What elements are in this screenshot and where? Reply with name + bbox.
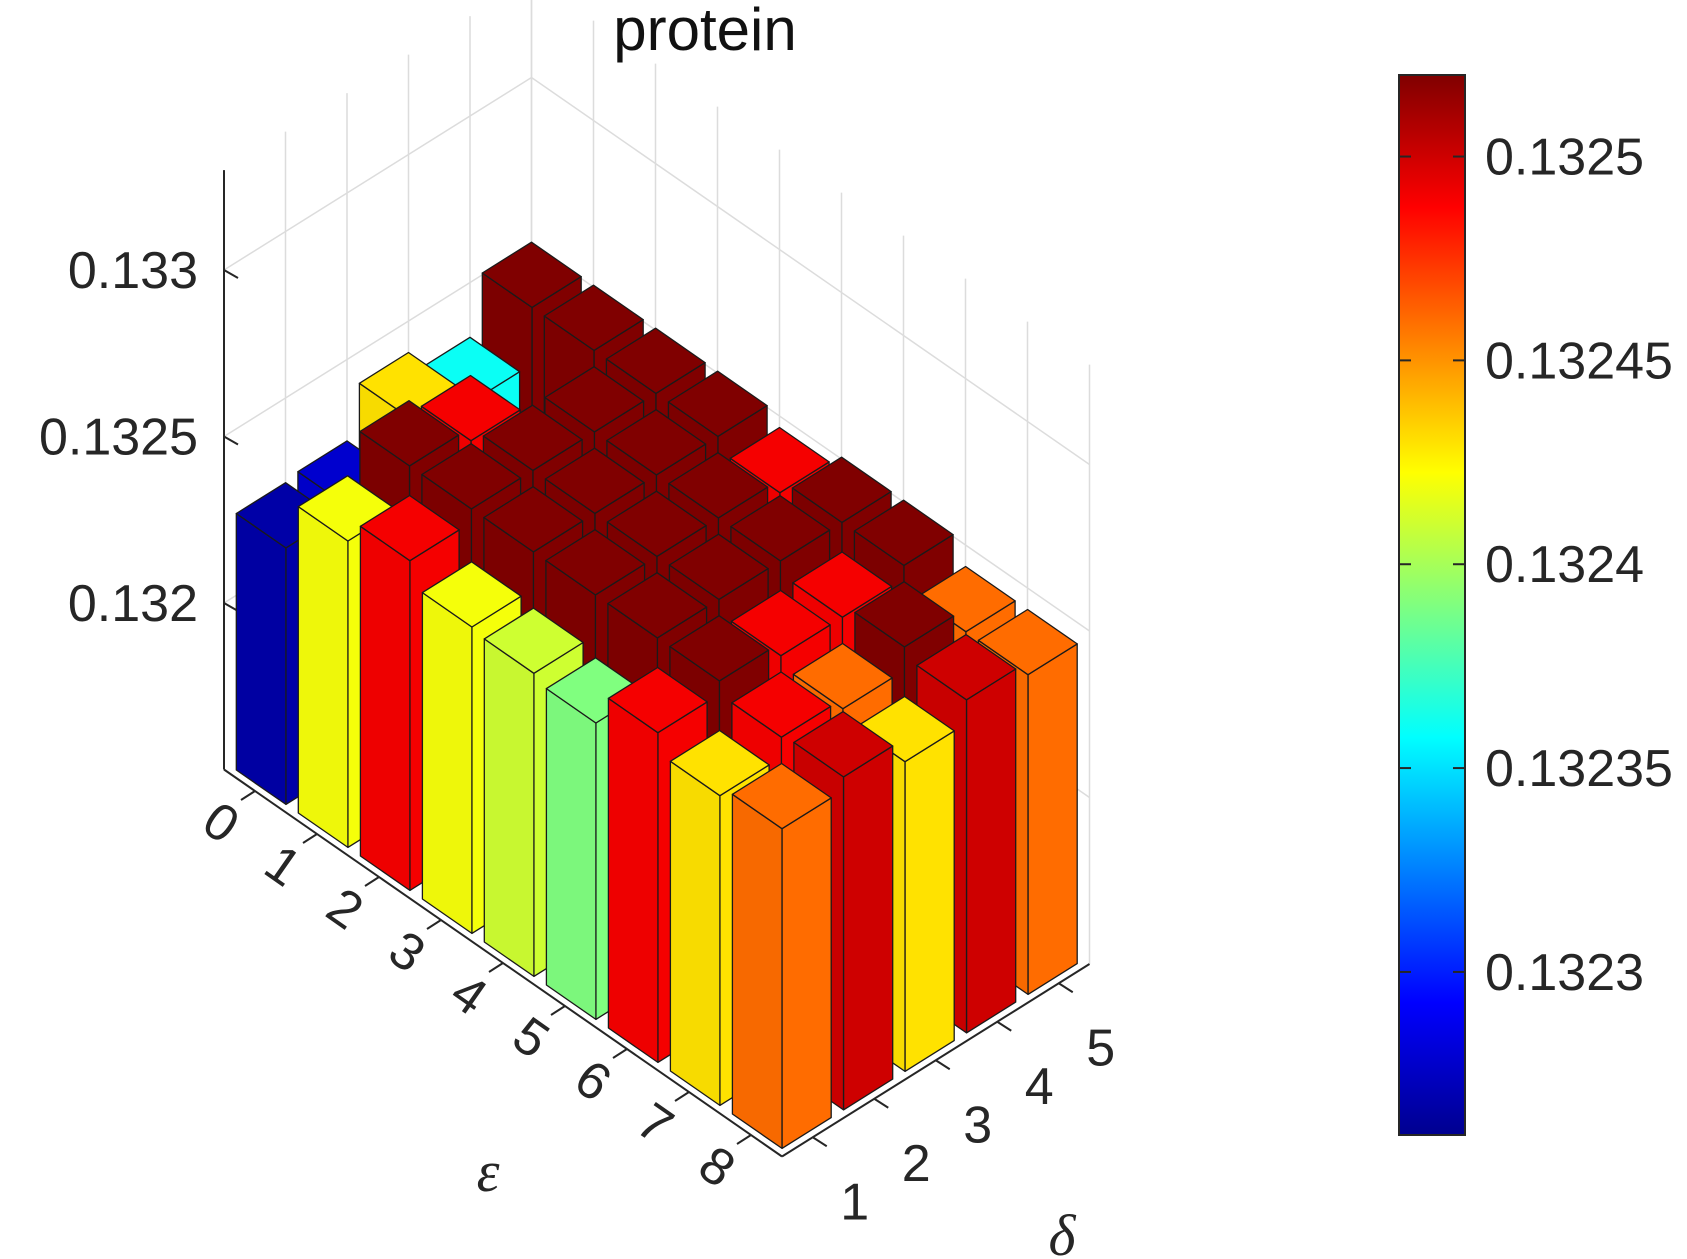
- bar-face-side: [731, 793, 783, 1150]
- x-tick-mark: [550, 1005, 566, 1016]
- colorbar-gradient: [1398, 74, 1466, 1136]
- y-tick-label: 5: [1086, 1019, 1115, 1077]
- x-tick-mark: [488, 962, 504, 973]
- colorbar-tick-label: 0.13245: [1485, 332, 1673, 390]
- bar-face-top: [421, 443, 522, 510]
- bar-face-side: [545, 687, 597, 1021]
- y-tick-mark: [1058, 982, 1074, 994]
- bar-face-front: [904, 730, 955, 1073]
- x-tick-label: 6: [564, 1049, 621, 1113]
- z-tick-label: 0.133: [68, 242, 198, 300]
- y-tick-mark: [996, 1020, 1012, 1032]
- bar-face-front: [965, 668, 1017, 1034]
- bar-face-top: [793, 710, 894, 778]
- bar-face-top: [543, 284, 644, 352]
- bars: [235, 241, 1078, 1150]
- bar-face-top: [731, 671, 832, 738]
- y-tick-label: 3: [963, 1096, 992, 1154]
- bar: [731, 762, 832, 1150]
- bar-face-top: [669, 729, 770, 797]
- bar-face-top: [421, 561, 522, 628]
- bar-face-front: [1027, 643, 1078, 996]
- x-axis-label: ε: [477, 1139, 500, 1204]
- chart-title: protein: [613, 0, 796, 63]
- bar-face-top: [483, 486, 584, 553]
- x-tick-mark: [240, 790, 256, 801]
- colorbar-tick-label: 0.1323: [1485, 944, 1644, 1002]
- x-tick-label: 7: [626, 1092, 683, 1156]
- bar-face-top: [482, 404, 583, 472]
- z-tick-mark: [223, 269, 239, 279]
- bar-face-top: [545, 529, 646, 596]
- y-tick-mark: [935, 1059, 951, 1071]
- bar-face-side: [297, 505, 349, 849]
- x-tick-mark: [302, 833, 318, 844]
- x-tick-mark: [364, 876, 380, 887]
- x-tick-mark: [674, 1091, 690, 1102]
- bar-face-top: [729, 426, 830, 494]
- z-tick-label: 0.1325: [39, 409, 198, 467]
- bar-face-front: [842, 745, 894, 1111]
- z-tick-label: 0.132: [68, 575, 198, 633]
- bar-face-top: [977, 608, 1078, 676]
- y-tick-mark: [812, 1136, 828, 1148]
- bar-face-top: [792, 551, 893, 618]
- bar-face-side: [607, 697, 659, 1064]
- y-axis-label: δ: [1049, 1203, 1077, 1259]
- bar-face-side: [483, 638, 535, 978]
- y-tick-label: 1: [840, 1173, 869, 1231]
- bar-face-top: [916, 633, 1017, 701]
- bar-face-front: [781, 797, 832, 1150]
- y-tick-label: 2: [902, 1135, 931, 1193]
- x-tick-label: 5: [502, 1006, 559, 1070]
- x-tick-label: 0: [192, 791, 249, 855]
- bar-face-side: [235, 512, 287, 806]
- x-tick-mark: [426, 919, 442, 930]
- bar-face-top: [791, 456, 892, 524]
- x-tick-mark: [612, 1048, 628, 1059]
- bar-face-side: [421, 591, 473, 935]
- bar-face-top: [667, 370, 768, 438]
- z-tick-mark: [223, 435, 239, 446]
- bar-face-side: [359, 525, 411, 892]
- bar-face-top: [606, 490, 707, 558]
- bar-face-top: [854, 581, 955, 648]
- x-tick-label: 4: [440, 963, 497, 1027]
- x-tick-label: 1: [254, 834, 311, 898]
- bar-face-top: [607, 572, 708, 639]
- x-tick-label: 3: [378, 920, 435, 984]
- bar-face-top: [544, 366, 645, 433]
- bar-face-top: [668, 452, 769, 519]
- y-tick-label: 4: [1025, 1058, 1054, 1116]
- bar-face-top: [853, 499, 954, 567]
- grid-line-horizontal: [223, 76, 1090, 466]
- bar-face-top: [481, 241, 582, 309]
- bar-face-side: [669, 760, 721, 1107]
- bar-face-top: [669, 615, 770, 682]
- colorbar: 0.1323 0.13235 0.1324 0.13245 0.1325: [1398, 74, 1673, 1136]
- bar-face-top: [359, 400, 460, 467]
- bar-face-top: [730, 589, 831, 657]
- colorbar-tick-label: 0.1324: [1485, 536, 1644, 594]
- x-tick-mark: [736, 1134, 752, 1145]
- x-tick-label: 2: [316, 877, 373, 941]
- bar-face-top: [607, 666, 708, 734]
- bar-face-top: [668, 533, 769, 601]
- colorbar-tick-label: 0.1325: [1485, 129, 1644, 187]
- x-tick-label: 8: [688, 1135, 745, 1199]
- bar-face-top: [420, 374, 521, 442]
- bar-face-top: [605, 327, 706, 395]
- colorbar-tick-label: 0.13235: [1485, 740, 1673, 798]
- bar-face-top: [731, 762, 832, 830]
- bar-face-top: [483, 607, 584, 674]
- bar-face-top: [359, 494, 460, 562]
- bar-face-top: [792, 642, 893, 710]
- y-tick-mark: [873, 1097, 889, 1109]
- bar-face-top: [544, 447, 645, 515]
- bar-face-top: [730, 495, 831, 562]
- bar-face-top: [606, 409, 707, 476]
